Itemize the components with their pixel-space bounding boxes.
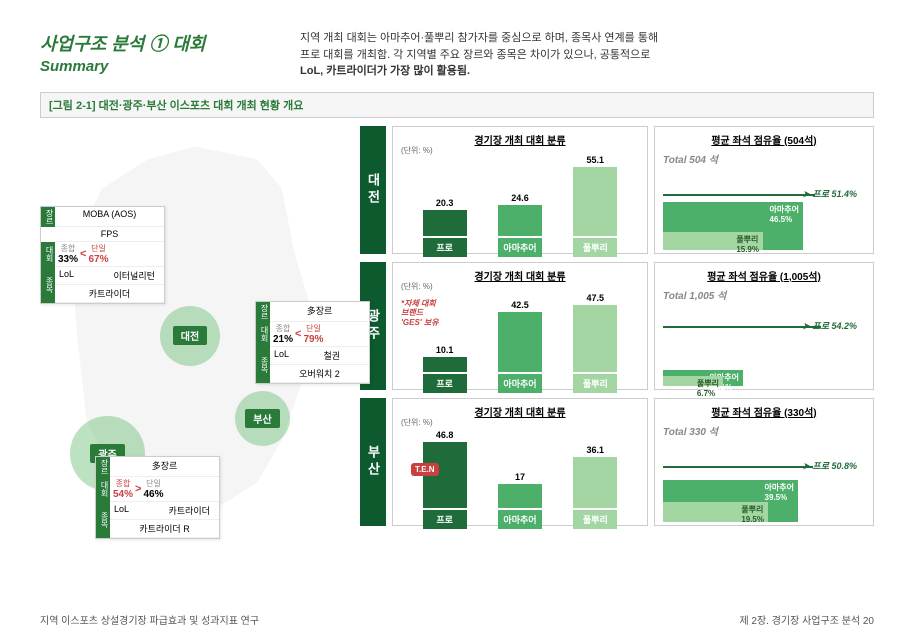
bar-chart-gwangju: 경기장 개최 대회 분류 (단위: %)*자체 대회브랜드'GES' 보유10.… [392,262,648,390]
bar-pro: 20.3 [407,198,482,236]
tag-game: 종목 [41,267,55,303]
lt-icon: < [80,248,86,260]
figure-label: [그림 2-1] 대전·광주·부산 이스포츠 대회 개최 현황 개요 [40,92,874,118]
city-label-busan: 부산 [245,409,279,428]
footer: 지역 이스포츠 상설경기장 파급효과 및 성과지표 연구 제 2장. 경기장 사… [40,612,874,627]
stacked-area: 풀뿌리6.7%아마추어12.1%➤ 프로 54.2% [663,308,865,386]
page: 사업구조 분석 ① 대회 Summary 지역 개최 대회는 아마추어·풀뿌리 … [0,0,914,566]
ten-badge: T.E.N [411,463,439,476]
city-name-daejeon: 대전 [360,126,386,254]
charts-panel: 대전경기장 개최 대회 분류 (단위: %)20.3 24.6 55.1 프로아… [360,126,874,546]
bar-label-grassroots: 풀뿌리 [573,374,617,393]
seg-풀뿌리: 풀뿌리6.7% [663,376,723,386]
dj-ratio: 종합33% < 단일67% [55,242,164,267]
bar-grassroots: 55.1 [558,155,633,236]
occupancy-daejeon: 평균 좌석 점유율 (504석) Total 504 석풀뿌리15.9%아마추어… [654,126,874,254]
desc-line1: 지역 개최 대회는 아마추어·풀뿌리 참가자를 중심으로 하며, 종목사 연계를… [300,32,658,44]
content: 대전 광주 부산 장르MOBA (AOS) FPS 대회 종합33% < 단일6… [40,126,874,546]
bar-amateur: 42.5 [482,300,557,372]
city-name-busan: 부산 [360,398,386,526]
city-label-daejeon: 대전 [173,326,207,345]
seg-풀뿌리: 풀뿌리19.5% [663,502,768,522]
bar-label-pro: 프로 [423,510,467,529]
infobox-busan: 장르多장르 대회 종합21% < 단일79% 종목 LoL철권 오버워치 2 [255,301,370,384]
bar-amateur: 17 [482,472,557,508]
occupancy-gwangju: 평균 좌석 점유율 (1,005석) Total 1,005 석풀뿌리6.7%아… [654,262,874,390]
title-kr: 사업구조 분석 ① 대회 [40,30,270,56]
bar-amateur: 24.6 [482,193,557,236]
infobox-gwangju: 장르多장르 대회 종합54% > 단일46% 종목 LoL카트라이더 카트라이더… [95,456,220,539]
tag-genre: 장르 [41,207,55,227]
stacked-area: 풀뿌리19.5%아마추어39.5%➤ 프로 50.8% [663,444,865,522]
header: 사업구조 분석 ① 대회 Summary 지역 개최 대회는 아마추어·풀뿌리 … [40,30,874,80]
city-row-busan: 부산경기장 개최 대회 분류 (단위: %)T.E.N46.8 17 36.1 … [360,398,874,526]
seg-풀뿌리: 풀뿌리15.9% [663,232,763,250]
note-gwangju: *자체 대회브랜드'GES' 보유 [401,299,439,328]
bar-label-amateur: 아마추어 [498,510,542,529]
bar-label-amateur: 아마추어 [498,238,542,257]
bar-chart-busan: 경기장 개최 대회 분류 (단위: %)T.E.N46.8 17 36.1 프로… [392,398,648,526]
bar-grassroots: 36.1 [558,445,633,508]
bar-pro: 10.1 [407,345,482,372]
marker-busan: 부산 [235,391,290,446]
dj-genre1: MOBA (AOS) [55,207,164,227]
bar-label-amateur: 아마추어 [498,374,542,393]
title-en: Summary [40,58,270,75]
tag-event: 대회 [41,242,55,267]
desc-line3: LoL, 카트라이더가 가장 많이 활용됨. [300,65,470,77]
title-block: 사업구조 분석 ① 대회 Summary [40,30,270,80]
city-row-gwangju: 광주경기장 개최 대회 분류 (단위: %)*자체 대회브랜드'GES' 보유1… [360,262,874,390]
marker-daejeon: 대전 [160,306,220,366]
occupancy-busan: 평균 좌석 점유율 (330석) Total 330 석풀뿌리19.5%아마추어… [654,398,874,526]
footer-right: 제 2장. 경기장 사업구조 분석 20 [739,612,874,627]
bar-label-grassroots: 풀뿌리 [573,510,617,529]
bar-chart-daejeon: 경기장 개최 대회 분류 (단위: %)20.3 24.6 55.1 프로아마추… [392,126,648,254]
bar-grassroots: 47.5 [558,293,633,372]
bar-label-pro: 프로 [423,238,467,257]
description: 지역 개최 대회는 아마추어·풀뿌리 참가자를 중심으로 하며, 종목사 연계를… [300,30,658,80]
desc-line2: 프로 대회를 개최함. 각 지역별 주요 장르와 종목은 차이가 있으나, 공통… [300,49,650,61]
bar-label-grassroots: 풀뿌리 [573,238,617,257]
footer-left: 지역 이스포츠 상설경기장 파급효과 및 성과지표 연구 [40,612,259,627]
dj-genre2: FPS [55,227,164,242]
infobox-daejeon: 장르MOBA (AOS) FPS 대회 종합33% < 단일67% 종목 LoL… [40,206,165,304]
stacked-area: 풀뿌리15.9%아마추어46.5%➤ 프로 51.4% [663,172,865,250]
bar-label-pro: 프로 [423,374,467,393]
map-panel: 대전 광주 부산 장르MOBA (AOS) FPS 대회 종합33% < 단일6… [40,126,350,546]
city-row-daejeon: 대전경기장 개최 대회 분류 (단위: %)20.3 24.6 55.1 프로아… [360,126,874,254]
